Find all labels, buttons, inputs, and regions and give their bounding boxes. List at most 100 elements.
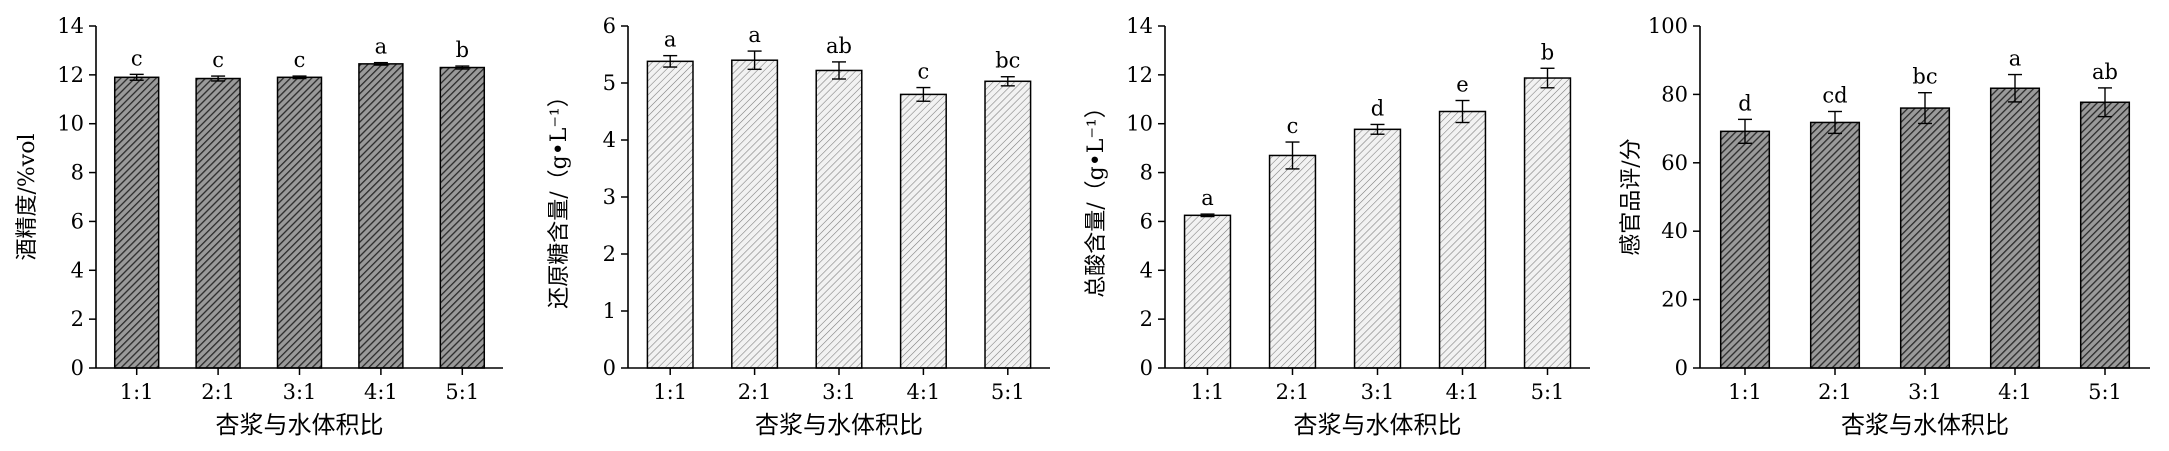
x-tick-label: 1:1	[653, 380, 687, 404]
y-axis-label: 感官品评/分	[1619, 138, 1644, 255]
bar	[1183, 214, 1232, 369]
significance-letter: b	[1541, 40, 1554, 64]
x-tick-label: 1:1	[1728, 380, 1762, 404]
error-bar	[1455, 99, 1470, 124]
y-tick-label: 6	[603, 14, 616, 38]
y-tick-label: 10	[1126, 112, 1153, 136]
error-bar	[747, 50, 762, 71]
y-tick-label: 4	[1140, 258, 1153, 282]
error-bar	[2008, 73, 2022, 103]
bar	[1438, 110, 1487, 369]
error-bar	[916, 86, 931, 102]
chart-panel-2: a 1:1 a 2:1 ab 3:1 c 4:1 bc 5:1 0 1 2 3 4 5 6 杏浆与水体积比 还原糖含…	[547, 14, 1050, 439]
y-tick-label: 40	[1661, 219, 1688, 243]
bar	[1353, 128, 1402, 369]
significance-letter: b	[456, 38, 469, 62]
x-tick-label: 2:1	[738, 380, 772, 404]
y-tick-label: 4	[71, 258, 84, 282]
bar	[113, 76, 160, 369]
error-bar	[1000, 76, 1015, 87]
y-tick-label: 12	[1126, 63, 1153, 87]
bar	[1268, 154, 1317, 369]
x-tick-label: 5:1	[1531, 380, 1565, 404]
y-tick-label: 0	[1140, 356, 1153, 380]
error-bar	[129, 73, 144, 81]
error-bar	[1828, 110, 1842, 135]
significance-letter: e	[1456, 73, 1468, 97]
error-bar	[292, 75, 307, 80]
x-tick-label: 4:1	[1998, 380, 2032, 404]
x-tick-label: 4:1	[364, 380, 398, 404]
x-tick-label: 4:1	[1446, 380, 1480, 404]
y-tick-label: 14	[1126, 14, 1153, 38]
error-bar	[1200, 213, 1215, 218]
y-tick-label: 6	[1140, 209, 1153, 233]
bar	[815, 69, 863, 369]
significance-letter: d	[1738, 91, 1751, 115]
y-tick-label: 100	[1648, 14, 1688, 38]
x-tick-label: 1:1	[120, 380, 154, 404]
error-bar	[1285, 141, 1300, 170]
bar	[195, 77, 241, 369]
x-tick-label: 4:1	[907, 380, 941, 404]
significance-letter: c	[294, 48, 306, 72]
error-bar	[1738, 118, 1752, 145]
y-tick-label: 14	[57, 14, 84, 38]
y-tick-label: 0	[71, 356, 84, 380]
y-axis-label: 酒精度/%vol	[15, 133, 40, 260]
significance-letter: a	[1201, 186, 1214, 210]
x-tick-label: 3:1	[283, 380, 317, 404]
bar	[1809, 121, 1861, 369]
y-tick-label: 10	[57, 112, 84, 136]
x-tick-label: 2:1	[201, 380, 235, 404]
bar	[276, 76, 323, 369]
error-bar	[455, 65, 470, 70]
error-bar	[211, 75, 226, 82]
significance-letter: a	[748, 23, 761, 47]
y-tick-label: 0	[603, 356, 616, 380]
x-tick-label: 3:1	[1908, 380, 1942, 404]
error-bar	[1540, 67, 1555, 89]
y-tick-label: 12	[57, 63, 84, 87]
significance-letter: cd	[1822, 84, 1847, 108]
bar	[1989, 87, 2041, 369]
y-tick-label: 4	[603, 128, 616, 152]
x-axis-label: 杏浆与水体积比	[216, 411, 384, 439]
y-tick-label: 8	[71, 161, 84, 185]
significance-letter: ab	[826, 34, 852, 58]
significance-letter: a	[375, 35, 388, 59]
significance-letter: a	[664, 28, 677, 52]
y-tick-label: 2	[71, 307, 84, 331]
y-axis-label: 总酸含量/（g•L⁻¹）	[1084, 96, 1109, 298]
error-bar	[832, 61, 846, 80]
x-tick-label: 2:1	[1818, 380, 1852, 404]
x-axis-label: 杏浆与水体积比	[1294, 411, 1462, 439]
significance-letter: c	[212, 48, 224, 72]
error-bar	[373, 61, 388, 66]
significance-letter: a	[2009, 47, 2022, 71]
bar	[899, 93, 947, 369]
x-tick-label: 5:1	[991, 380, 1025, 404]
y-tick-label: 0	[1675, 356, 1688, 380]
error-bar	[1370, 123, 1385, 135]
significance-letter: c	[918, 60, 930, 84]
significance-letter: ab	[2092, 60, 2118, 84]
bar	[1523, 77, 1572, 369]
error-bar	[1918, 91, 1932, 125]
x-tick-label: 5:1	[445, 380, 479, 404]
chart-panel-4: d 1:1 cd 2:1 bc 3:1 a 4:1 ab 5:1 0 20 40 60 80 100 杏浆与水体…	[1619, 14, 2150, 439]
x-tick-label: 3:1	[1361, 380, 1395, 404]
x-axis-label: 杏浆与水体积比	[1841, 411, 2009, 439]
significance-letter: d	[1371, 96, 1384, 120]
x-axis-label: 杏浆与水体积比	[755, 411, 923, 439]
y-tick-label: 20	[1661, 288, 1688, 312]
significance-letter: c	[1287, 114, 1299, 138]
y-tick-label: 5	[603, 71, 616, 95]
significance-letter: bc	[1912, 65, 1937, 89]
y-tick-label: 8	[1140, 161, 1153, 185]
y-tick-label: 80	[1661, 82, 1688, 106]
x-tick-label: 1:1	[1191, 380, 1225, 404]
x-tick-label: 2:1	[1276, 380, 1310, 404]
bar	[439, 66, 486, 369]
